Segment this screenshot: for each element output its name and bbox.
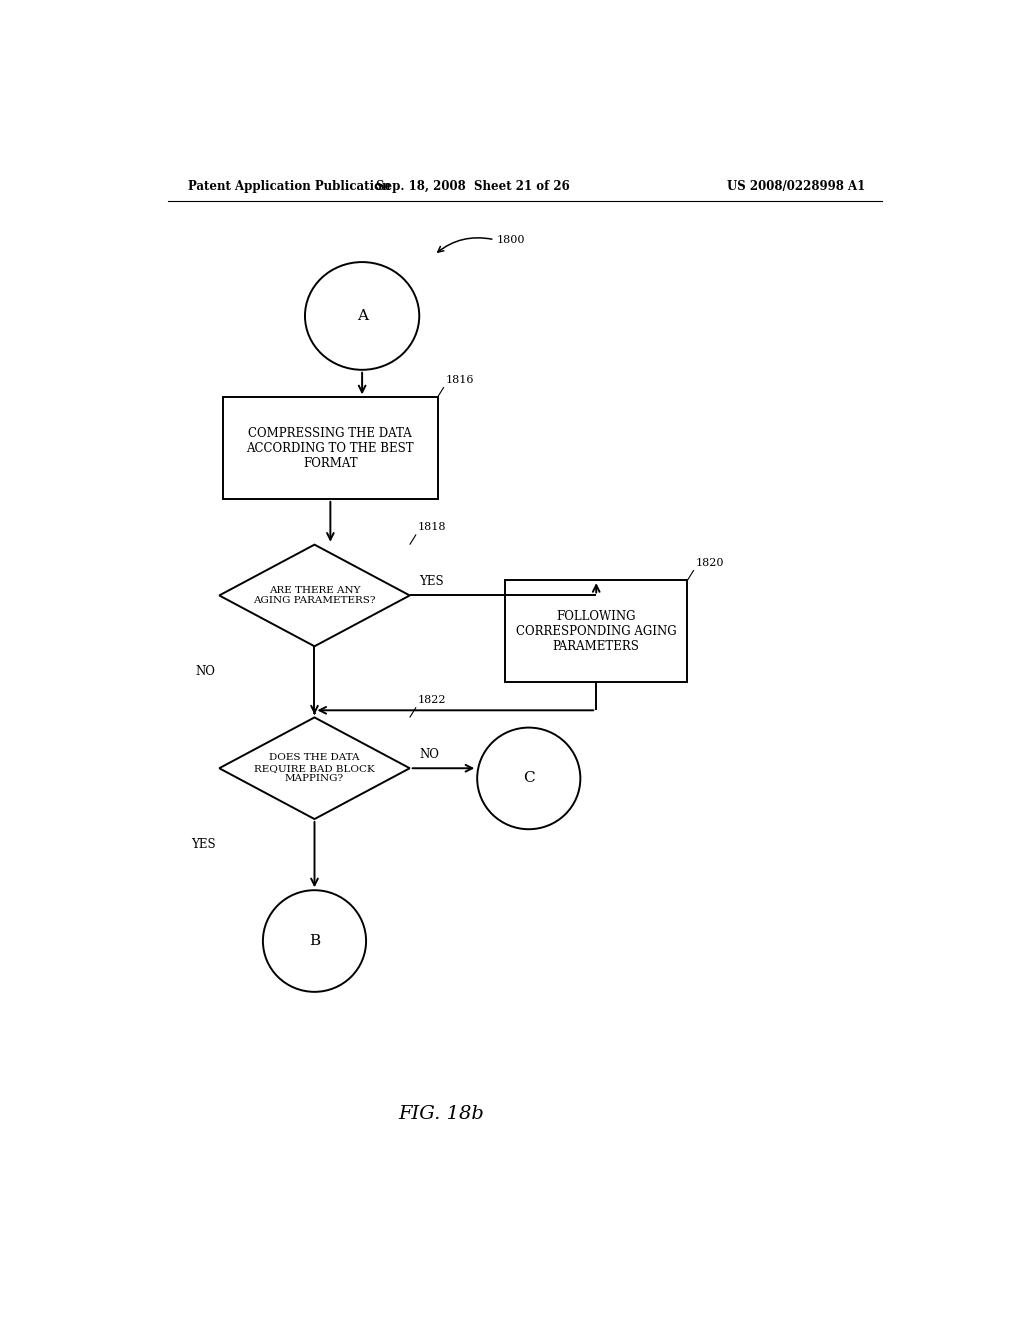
Text: YES: YES [419, 574, 443, 587]
Text: A: A [356, 309, 368, 323]
Text: FIG. 18b: FIG. 18b [398, 1105, 484, 1123]
Text: NO: NO [196, 665, 215, 678]
Text: Patent Application Publication: Patent Application Publication [187, 181, 390, 193]
Text: ARE THERE ANY
AGING PARAMETERS?: ARE THERE ANY AGING PARAMETERS? [253, 586, 376, 605]
Text: 1818: 1818 [418, 523, 446, 532]
Text: FOLLOWING
CORRESPONDING AGING
PARAMETERS: FOLLOWING CORRESPONDING AGING PARAMETERS [516, 610, 677, 652]
Text: NO: NO [419, 747, 439, 760]
Bar [505, 581, 687, 682]
Bar [223, 397, 437, 499]
Text: 1816: 1816 [445, 375, 474, 385]
Text: 1822: 1822 [418, 696, 446, 705]
Text: 1820: 1820 [695, 558, 724, 568]
Text: DOES THE DATA
REQUIRE BAD BLOCK
MAPPING?: DOES THE DATA REQUIRE BAD BLOCK MAPPING? [254, 754, 375, 783]
Text: 1800: 1800 [497, 235, 525, 244]
Text: YES: YES [190, 838, 215, 851]
Text: COMPRESSING THE DATA
ACCORDING TO THE BEST
FORMAT: COMPRESSING THE DATA ACCORDING TO THE BE… [247, 426, 414, 470]
Text: Sep. 18, 2008  Sheet 21 of 26: Sep. 18, 2008 Sheet 21 of 26 [377, 181, 570, 193]
Text: B: B [309, 935, 321, 948]
Text: C: C [523, 771, 535, 785]
Text: US 2008/0228998 A1: US 2008/0228998 A1 [727, 181, 865, 193]
